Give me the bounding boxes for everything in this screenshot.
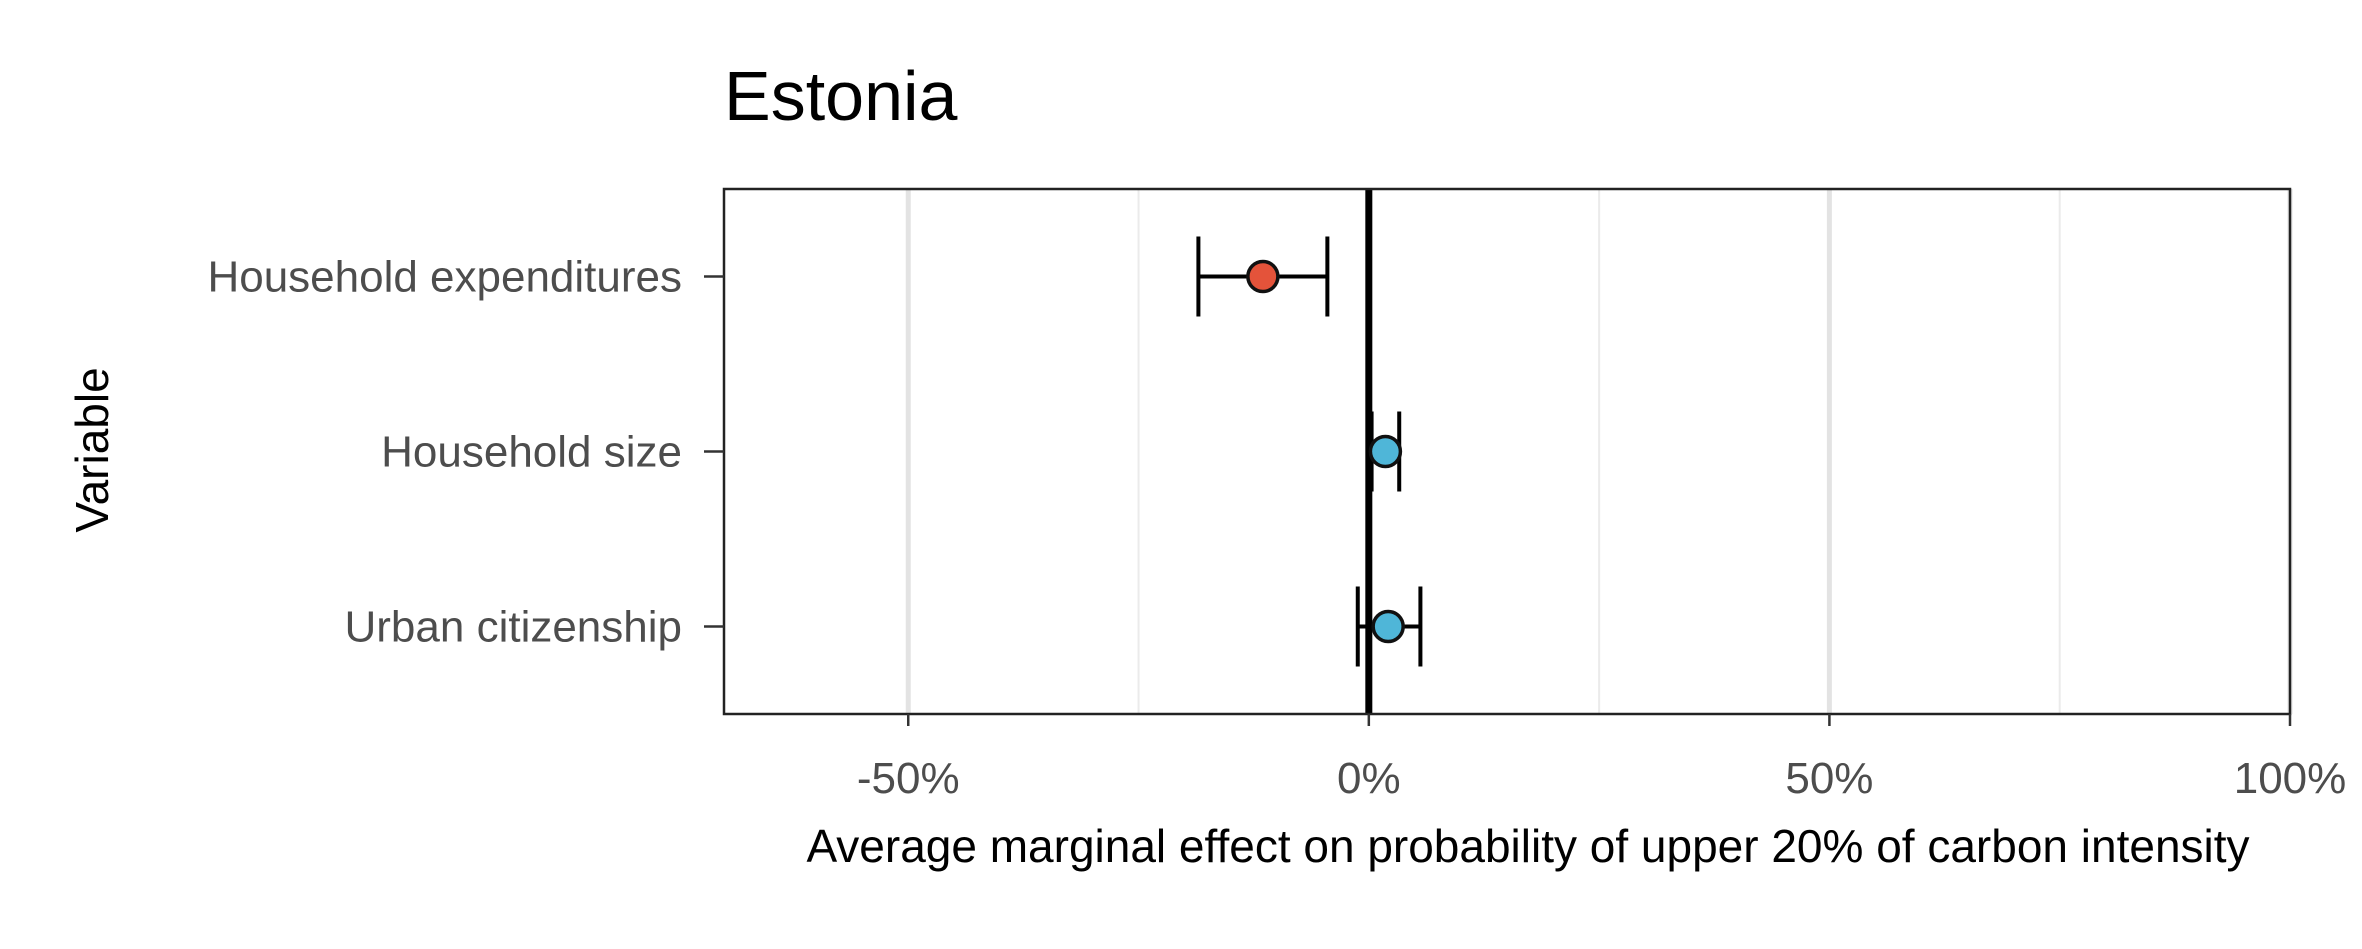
y-tick-label: Household size [381, 428, 682, 477]
x-axis-label: Average marginal effect on probability o… [806, 820, 2249, 872]
plot-area: -50% 0% 50% 100% Household expenditures House… [207, 187, 2347, 803]
data-point [1246, 259, 1280, 294]
x-tick-label: 100% [2234, 754, 2347, 803]
y-tick-label: Urban citizenship [345, 603, 683, 652]
y-tick-label: Household expenditures [207, 253, 682, 302]
data-point [1371, 609, 1405, 644]
chart-title: Estonia [724, 57, 958, 135]
x-tick-label: -50% [857, 754, 960, 803]
x-tick-label: 50% [1785, 754, 1873, 803]
y-axis-label: Variable [66, 367, 118, 532]
x-tick-label: 0% [1337, 754, 1401, 803]
panel-border [722, 187, 2292, 716]
data-point [1368, 434, 1403, 469]
